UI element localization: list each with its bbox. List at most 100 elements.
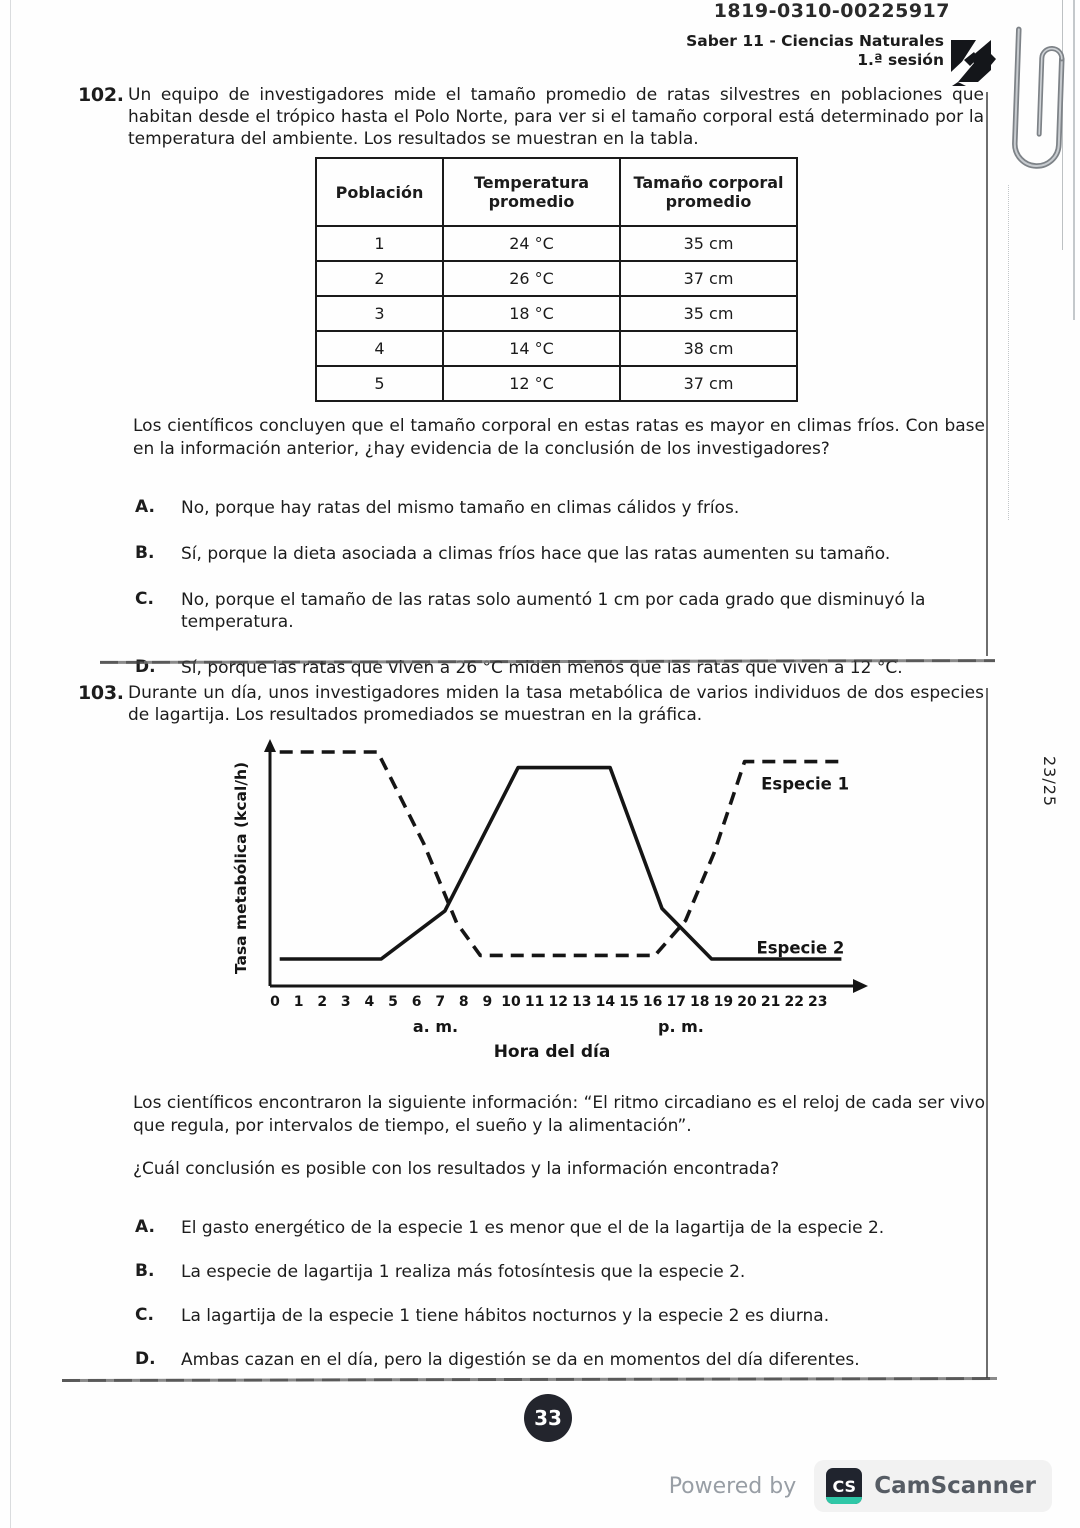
exam-title-block: Saber 11 - Ciencias Naturales 1.ª sesión [686,32,944,70]
option-row-a: A. El gasto energético de la especie 1 e… [135,1217,990,1239]
option-letter: C. [135,589,154,609]
page-number-badge: 33 [524,1394,572,1442]
cell: 18 °C [442,295,621,332]
question-prompt: ¿Cuál conclusión es posible con los resu… [133,1159,780,1179]
cell: 12 °C [442,365,621,402]
page-edge-line [10,0,11,1528]
option-text: El gasto energético de la especie 1 es m… [181,1218,885,1238]
cell: 5 [315,365,444,402]
exam-code: 1819-0310-00225917 [713,0,950,22]
powered-by-label: Powered by [668,1473,797,1499]
paperclip [1012,26,1065,169]
table-row: 4 14 °C 38 cm [315,330,798,367]
table-row: 2 26 °C 37 cm [315,260,798,297]
question-102: 102. Un equipo de investigadores mide el… [78,84,990,703]
option-text: No, porque hay ratas del mismo tamaño en… [181,498,740,518]
svg-text:10: 10 [501,994,521,1010]
cell: 14 °C [442,330,621,367]
rat-population-table: Población Temperatura promedio Tamaño co… [315,157,798,402]
camscanner-icon: CS [826,1468,863,1504]
option-letter: A. [135,497,155,517]
exam-title: Saber 11 - Ciencias Naturales [686,32,944,50]
camscanner-footer: Powered by CS CamScanner [669,1460,1052,1512]
svg-text:7: 7 [435,994,445,1010]
table-row: 5 12 °C 37 cm [315,365,798,402]
option-letter: B. [135,543,155,563]
svg-text:9: 9 [483,994,493,1010]
svg-text:5: 5 [388,994,398,1010]
scan-artifact-dotted-line [1008,185,1009,520]
column-header: Población [315,157,444,227]
table-header-row: Población Temperatura promedio Tamaño co… [315,157,798,227]
cell: 2 [315,260,444,297]
svg-text:22: 22 [784,994,803,1010]
cell: 26 °C [442,260,621,297]
option-letter: D. [135,1349,156,1369]
icfes-logo-icon [951,40,996,86]
option-letter: B. [135,1261,155,1281]
metabolic-rate-chart: 0 1 2 3 4 5 6 7 8 9 10 11 12 13 14 15 16 17 18 19 20 21 22 23a.… [232,739,868,1062]
svg-text:18: 18 [690,994,709,1010]
question-103: 103. Durante un día, unos investigadores… [78,682,990,1393]
question-number: 103. [78,682,124,704]
svg-text:19: 19 [714,994,733,1010]
option-row-b: B. Sí, porque la dieta asociada a climas… [135,543,990,565]
cell: 24 °C [442,225,621,262]
svg-text:p. m.: p. m. [658,1017,704,1036]
option-text: No, porque el tamaño de las ratas solo a… [181,590,926,632]
option-row-c: C. No, porque el tamaño de las ratas sol… [135,589,990,633]
svg-text:2: 2 [317,994,327,1010]
cell: 3 [315,295,444,332]
option-row-b: B. La especie de lagartija 1 realiza más… [135,1261,990,1283]
svg-text:14: 14 [596,994,616,1010]
exam-session: 1.ª sesión [857,51,944,69]
option-text: La lagartija de la especie 1 tiene hábit… [181,1306,830,1326]
option-row-c: C. La lagartija de la especie 1 tiene há… [135,1305,990,1327]
svg-text:21: 21 [761,994,780,1010]
cell: 35 cm [619,225,798,262]
svg-text:17: 17 [666,994,685,1010]
cell: 38 cm [619,330,798,367]
question-bracket-line [986,92,988,656]
svg-text:Especie 1: Especie 1 [761,774,849,793]
question-conclusion-text: Los científicos concluyen que el tamaño … [133,416,985,459]
option-text: Ambas cazan en el día, pero la digestión… [181,1350,860,1370]
cell: 37 cm [619,260,798,297]
svg-text:8: 8 [459,994,469,1010]
svg-text:3: 3 [341,994,351,1010]
answer-options: A. No, porque hay ratas del mismo tamaño… [135,497,990,679]
question-info-text: Los científicos encontraron la siguiente… [133,1093,985,1136]
svg-text:4: 4 [365,994,375,1010]
option-row-a: A. No, porque hay ratas del mismo tamaño… [135,497,990,519]
svg-text:Tasa metabólica (kcal/h): Tasa metabólica (kcal/h) [232,762,250,974]
scan-artifact-line [1073,0,1075,320]
svg-text:a. m.: a. m. [413,1017,458,1036]
svg-text:13: 13 [572,994,591,1010]
table-row: 3 18 °C 35 cm [315,295,798,332]
svg-text:16: 16 [643,994,662,1010]
column-header: Temperatura promedio [442,157,621,227]
table-row: 1 24 °C 35 cm [315,225,798,262]
svg-text:Hora del día: Hora del día [494,1042,611,1062]
question-bracket-line [986,688,988,1378]
option-letter: A. [135,1217,155,1237]
svg-text:15: 15 [619,994,638,1010]
question-text: Un equipo de investigadores mide el tama… [128,85,984,149]
svg-text:20: 20 [737,994,757,1010]
camscanner-badge: CS CamScanner [814,1460,1052,1512]
option-letter: C. [135,1305,154,1325]
cell: 35 cm [619,295,798,332]
cell: 1 [315,225,444,262]
camscanner-brand: CamScanner [874,1473,1036,1499]
scan-artifact-line [1062,0,1063,250]
svg-text:12: 12 [548,994,567,1010]
question-text: Durante un día, unos investigadores mide… [128,683,984,725]
svg-text:11: 11 [525,994,544,1010]
sheet-indicator: 23/25 [1040,756,1059,808]
column-header: Tamaño corporal promedio [619,157,798,227]
svg-text:0: 0 [270,994,280,1010]
svg-text:6: 6 [412,994,422,1010]
option-row-d: D. Ambas cazan en el día, pero la digest… [135,1349,990,1371]
option-text: Sí, porque la dieta asociada a climas fr… [181,544,891,564]
